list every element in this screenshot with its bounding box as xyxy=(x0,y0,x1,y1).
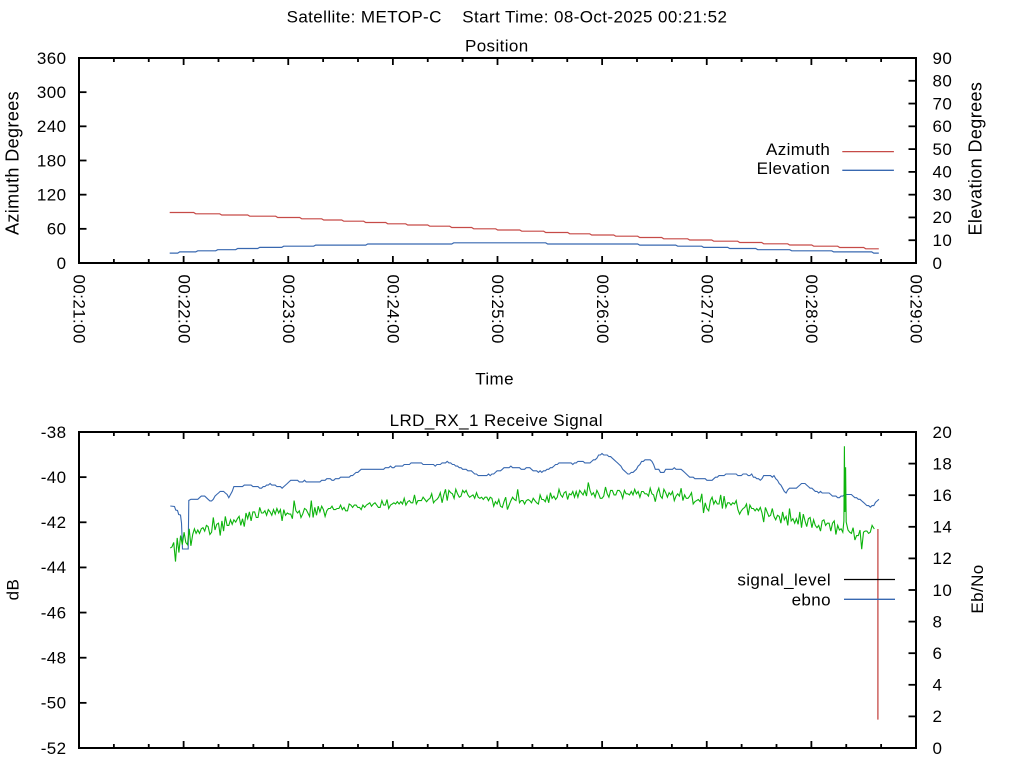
svg-text:-38: -38 xyxy=(41,423,67,442)
svg-text:0: 0 xyxy=(933,739,943,758)
svg-text:Satellite: METOP-C Start Ti: Satellite: METOP-C Start Time: 08-Oct-20… xyxy=(287,8,728,27)
svg-text:18: 18 xyxy=(933,454,953,473)
svg-text:-50: -50 xyxy=(41,694,67,713)
svg-text:Eb/No: Eb/No xyxy=(968,564,987,613)
svg-text:signal_level: signal_level xyxy=(737,571,831,590)
svg-text:2: 2 xyxy=(933,707,943,726)
svg-text:-46: -46 xyxy=(41,603,67,622)
svg-text:00:23:00: 00:23:00 xyxy=(279,275,298,344)
svg-text:30: 30 xyxy=(933,186,953,205)
svg-text:8: 8 xyxy=(933,612,943,631)
svg-text:300: 300 xyxy=(37,83,67,102)
svg-text:Elevation: Elevation xyxy=(757,159,831,178)
svg-text:240: 240 xyxy=(37,117,67,136)
svg-text:50: 50 xyxy=(933,140,953,159)
svg-text:00:21:00: 00:21:00 xyxy=(70,275,89,344)
svg-text:dB: dB xyxy=(3,579,22,601)
svg-text:10: 10 xyxy=(933,231,953,250)
svg-text:Azimuth Degrees: Azimuth Degrees xyxy=(3,91,23,235)
svg-text:14: 14 xyxy=(933,518,953,537)
svg-text:Azimuth: Azimuth xyxy=(766,140,830,159)
svg-text:0: 0 xyxy=(57,254,67,273)
svg-text:Elevation Degrees: Elevation Degrees xyxy=(965,82,985,236)
svg-text:16: 16 xyxy=(933,486,953,505)
svg-text:-44: -44 xyxy=(41,558,67,577)
svg-text:10: 10 xyxy=(933,581,953,600)
svg-text:70: 70 xyxy=(933,94,953,113)
svg-text:Time: Time xyxy=(475,370,514,389)
svg-text:-42: -42 xyxy=(41,513,67,532)
svg-text:00:28:00: 00:28:00 xyxy=(802,275,821,344)
svg-text:4: 4 xyxy=(933,676,943,695)
svg-text:-48: -48 xyxy=(41,649,67,668)
svg-text:00:24:00: 00:24:00 xyxy=(384,275,403,344)
svg-text:Position: Position xyxy=(465,37,529,56)
svg-text:0: 0 xyxy=(933,254,943,273)
svg-text:20: 20 xyxy=(933,423,953,442)
svg-text:00:25:00: 00:25:00 xyxy=(488,275,507,344)
svg-text:120: 120 xyxy=(37,186,67,205)
svg-text:80: 80 xyxy=(933,72,953,91)
svg-text:00:26:00: 00:26:00 xyxy=(593,275,612,344)
svg-text:ebno: ebno xyxy=(792,590,831,609)
svg-text:LRD_RX_1 Receive Signal: LRD_RX_1 Receive Signal xyxy=(390,411,603,430)
svg-text:60: 60 xyxy=(47,220,67,239)
svg-text:00:29:00: 00:29:00 xyxy=(907,275,926,344)
svg-text:-52: -52 xyxy=(41,739,67,758)
svg-text:90: 90 xyxy=(933,49,953,68)
svg-text:180: 180 xyxy=(37,151,67,170)
svg-text:40: 40 xyxy=(933,163,953,182)
svg-text:6: 6 xyxy=(933,644,943,663)
svg-text:360: 360 xyxy=(37,49,67,68)
svg-text:00:27:00: 00:27:00 xyxy=(698,275,717,344)
svg-text:12: 12 xyxy=(933,549,953,568)
svg-text:20: 20 xyxy=(933,208,953,227)
svg-text:-40: -40 xyxy=(41,468,67,487)
svg-text:60: 60 xyxy=(933,117,953,136)
svg-text:00:22:00: 00:22:00 xyxy=(174,275,193,344)
